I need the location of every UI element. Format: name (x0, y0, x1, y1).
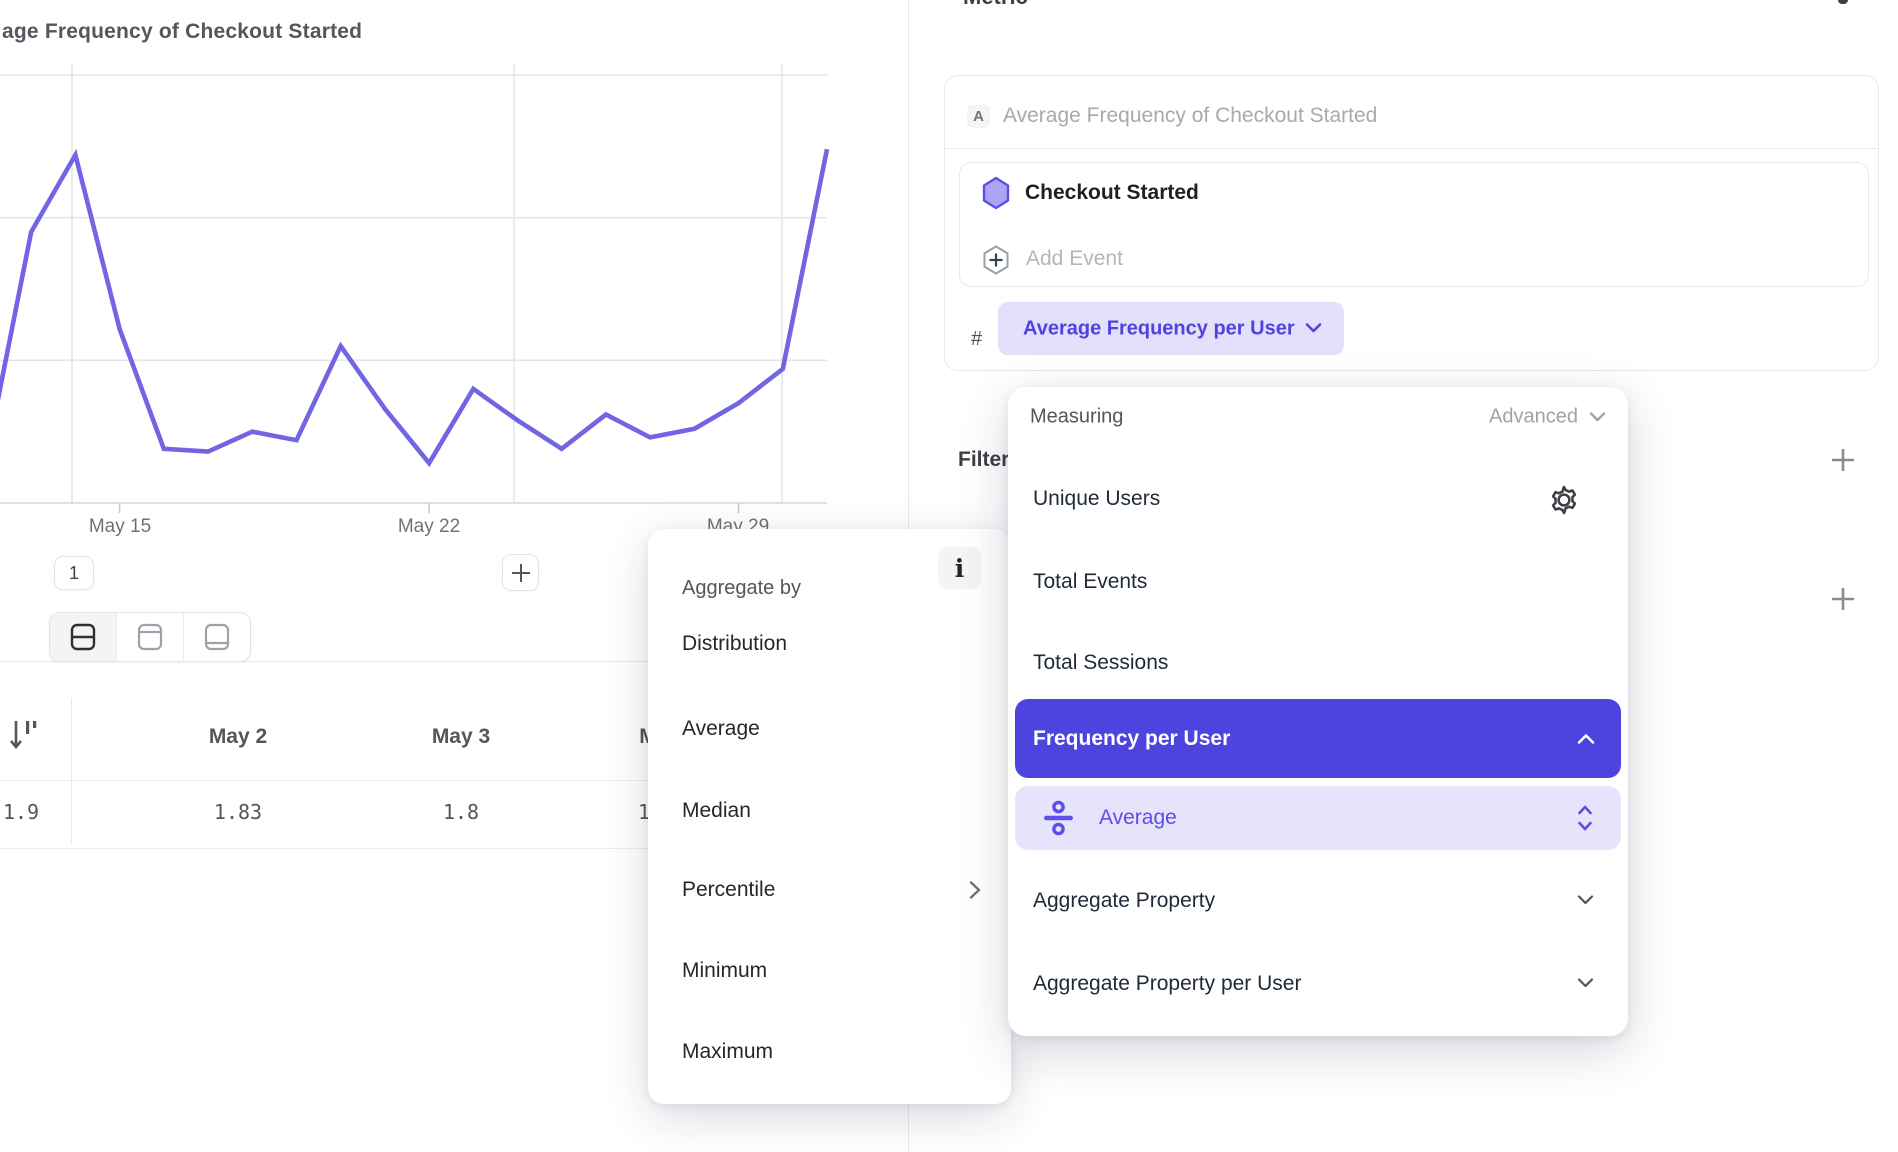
section-divider (0, 661, 908, 662)
table-column-divider (71, 698, 72, 843)
menu-item-average[interactable]: Average (682, 717, 760, 740)
page-number: 1 (68, 562, 79, 583)
metric-card-header[interactable]: A Average Frequency of Checkout Started (945, 76, 1878, 149)
table-cell: 1.83 (213, 800, 263, 824)
chevron-up-icon (1577, 734, 1595, 744)
chevron-right-icon (969, 881, 981, 899)
add-breakdown-button[interactable] (1829, 585, 1857, 613)
swap-vertical-icon (1578, 805, 1592, 831)
measure-dropdown-pill[interactable]: Average Frequency per User (998, 302, 1344, 355)
panel-top-icon (137, 623, 163, 651)
layout-toggle-group (49, 612, 251, 662)
event-row-checkout-started[interactable]: Checkout Started (960, 163, 1868, 226)
measure-hash-symbol: # (971, 328, 983, 350)
menu-item-total-sessions[interactable]: Total Sessions (1033, 651, 1169, 674)
layout-chart-bottom-button[interactable] (184, 613, 250, 661)
overflow-menu-icon[interactable] (1838, 0, 1848, 4)
split-rows-icon (70, 623, 96, 651)
menu-item-distribution[interactable]: Distribution (682, 632, 788, 655)
menu-item-median[interactable]: Median (682, 799, 751, 822)
event-name: Checkout Started (1025, 181, 1199, 204)
info-icon[interactable]: i (938, 547, 981, 589)
x-axis-label-may22: May 22 (397, 516, 461, 537)
add-event-button[interactable]: Add Event (960, 226, 1868, 286)
menu-item-frequency-per-user-selected[interactable]: Frequency per User (1015, 699, 1621, 778)
add-event-hexagon-plus-icon (983, 245, 1009, 275)
table-row-line (0, 848, 908, 849)
line-chart (0, 64, 830, 513)
menu-item-maximum[interactable]: Maximum (682, 1040, 774, 1063)
page-number-chip[interactable]: 1 (54, 556, 94, 590)
gear-icon[interactable] (1547, 483, 1581, 517)
metric-letter-badge: A (967, 105, 990, 128)
menu-item-minimum[interactable]: Minimum (682, 959, 768, 982)
measuring-dropdown: Measuring Advanced Unique Users Total Ev… (1008, 387, 1628, 1036)
event-hexagon-icon (982, 176, 1010, 210)
sort-descending-icon[interactable] (9, 719, 39, 753)
metric-card: A Average Frequency of Checkout Started … (944, 75, 1879, 371)
selected-item-label: Frequency per User (1033, 726, 1231, 750)
table-header-line (0, 780, 908, 781)
add-button[interactable] (502, 554, 539, 591)
sub-item-average-selected[interactable]: Average (1015, 786, 1621, 850)
table-header-may3[interactable]: May 3 (431, 725, 491, 748)
measuring-label: Measuring (1030, 405, 1124, 428)
plus-icon (511, 563, 530, 582)
metric-name: Average Frequency of Checkout Started (1003, 104, 1378, 127)
x-axis-label-may15: May 15 (88, 516, 152, 537)
metric-section-title: Metric (963, 0, 1028, 10)
layout-chart-top-button[interactable] (117, 613, 184, 661)
chart-title: age Frequency of Checkout Started (2, 20, 363, 43)
add-event-label: Add Event (1026, 247, 1123, 270)
average-label: Average (1099, 806, 1177, 829)
panel-bottom-icon (204, 623, 230, 651)
event-card: Checkout Started Add Event (959, 162, 1869, 287)
aggregate-by-popup: Aggregate by i Distribution Average Medi… (648, 529, 1011, 1104)
measure-pill-label: Average Frequency per User (1023, 317, 1295, 339)
chevron-down-icon[interactable] (1589, 411, 1606, 423)
chevron-down-icon (1305, 323, 1322, 333)
layout-split-rows-button[interactable] (50, 613, 117, 661)
filters-section-title: Filters (958, 448, 1022, 471)
menu-item-percentile[interactable]: Percentile (682, 878, 776, 901)
chevron-down-icon[interactable] (1577, 977, 1594, 989)
menu-item-unique-users[interactable]: Unique Users (1033, 487, 1161, 510)
table-cell-truncated: 1 (637, 800, 651, 824)
aggregate-by-label: Aggregate by (682, 577, 801, 599)
average-divide-icon (1044, 800, 1073, 836)
table-cell: 1.9 (2, 800, 40, 824)
advanced-toggle[interactable]: Advanced (1489, 405, 1578, 428)
chevron-down-icon[interactable] (1577, 894, 1594, 906)
table-header-may2[interactable]: May 2 (208, 725, 268, 748)
menu-item-aggregate-property-per-user[interactable]: Aggregate Property per User (1033, 972, 1302, 995)
menu-item-total-events[interactable]: Total Events (1033, 570, 1148, 593)
menu-item-aggregate-property[interactable]: Aggregate Property (1033, 889, 1216, 912)
add-filter-button[interactable] (1829, 446, 1857, 474)
table-cell: 1.8 (442, 800, 480, 824)
